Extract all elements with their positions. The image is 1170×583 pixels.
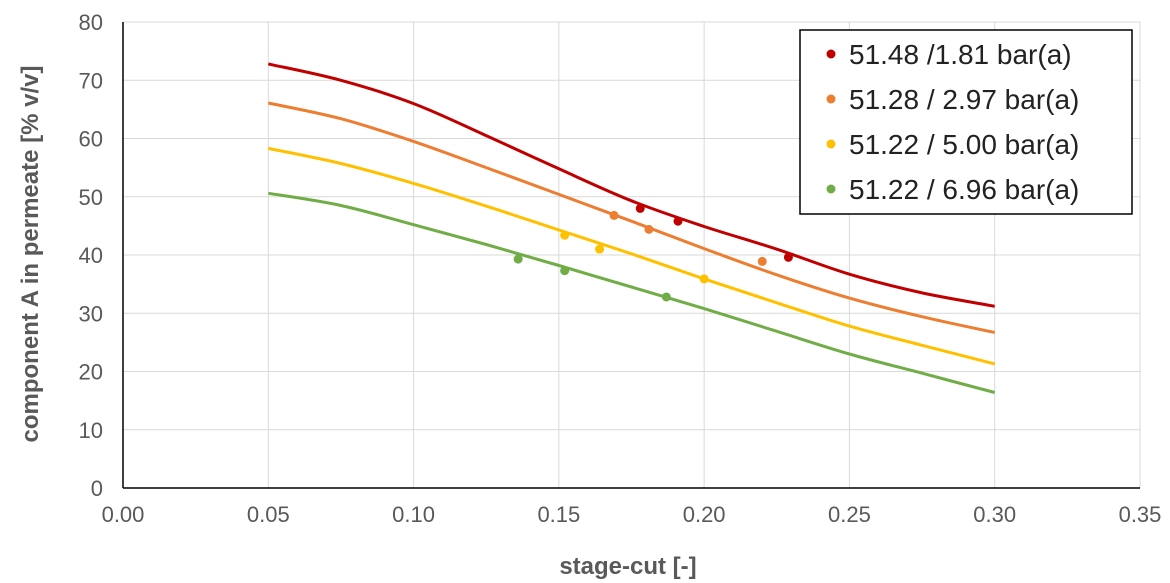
- x-tick-label: 0.00: [102, 502, 145, 527]
- plot-area: [267, 62, 996, 394]
- data-point-1: [757, 256, 767, 266]
- axes: [122, 22, 1140, 489]
- legend-box: [799, 29, 1133, 215]
- legend: 51.48 /1.81 bar(a) 51.28 / 2.97 bar(a) 51.…: [799, 29, 1133, 215]
- y-tick-label: 30: [79, 301, 103, 326]
- y-axis-title: component A in permeate [% v/v]: [17, 66, 44, 443]
- data-point-2: [595, 244, 605, 254]
- legend-marker: [826, 139, 836, 149]
- x-tick-label: 0.30: [973, 502, 1016, 527]
- y-tick-label: 40: [79, 243, 103, 268]
- data-point-2: [560, 230, 570, 240]
- series-line-0: [267, 62, 995, 308]
- x-tick-label: 0.20: [683, 502, 726, 527]
- x-tick-label: 0.05: [247, 502, 290, 527]
- legend-marker: [826, 94, 836, 104]
- series-line-3: [268, 191, 996, 394]
- x-tick-label: 0.15: [537, 502, 580, 527]
- data-point-2: [699, 274, 709, 284]
- tick-labels: 0.00 0.05 0.10 0.15 0.20 0.25 0.30 0.35 0 10 20 30 4…: [79, 10, 1162, 527]
- legend-label: 51.48 /1.81 bar(a): [849, 39, 1072, 70]
- x-tick-label: 0.10: [392, 502, 435, 527]
- legend-label: 51.28 / 2.97 bar(a): [849, 84, 1079, 115]
- legend-label: 51.22 / 6.96 bar(a): [849, 174, 1079, 205]
- series-line-1: [267, 101, 996, 334]
- data-point-1: [644, 224, 654, 234]
- legend-marker: [826, 184, 836, 194]
- data-point-3: [513, 254, 523, 264]
- y-tick-label: 80: [79, 10, 103, 35]
- y-tick-label: 70: [79, 68, 103, 93]
- data-point-0: [673, 216, 683, 226]
- y-tick-label: 50: [79, 185, 103, 210]
- legend-marker: [826, 49, 836, 59]
- data-point-0: [783, 252, 793, 262]
- y-tick-label: 10: [79, 418, 103, 443]
- data-point-3: [560, 266, 570, 276]
- x-axis-title: stage-cut [-]: [559, 553, 696, 580]
- legend-label: 51.22 / 5.00 bar(a): [849, 129, 1079, 160]
- data-point-3: [661, 292, 671, 302]
- y-tick-label: 60: [79, 127, 103, 152]
- y-tick-label: 20: [79, 360, 103, 385]
- series-line-2: [267, 146, 996, 366]
- x-tick-label: 0.25: [828, 502, 871, 527]
- data-point-0: [635, 203, 645, 213]
- x-tick-label: 0.35: [1119, 502, 1162, 527]
- y-tick-label: 0: [91, 476, 103, 501]
- data-point-1: [609, 210, 619, 220]
